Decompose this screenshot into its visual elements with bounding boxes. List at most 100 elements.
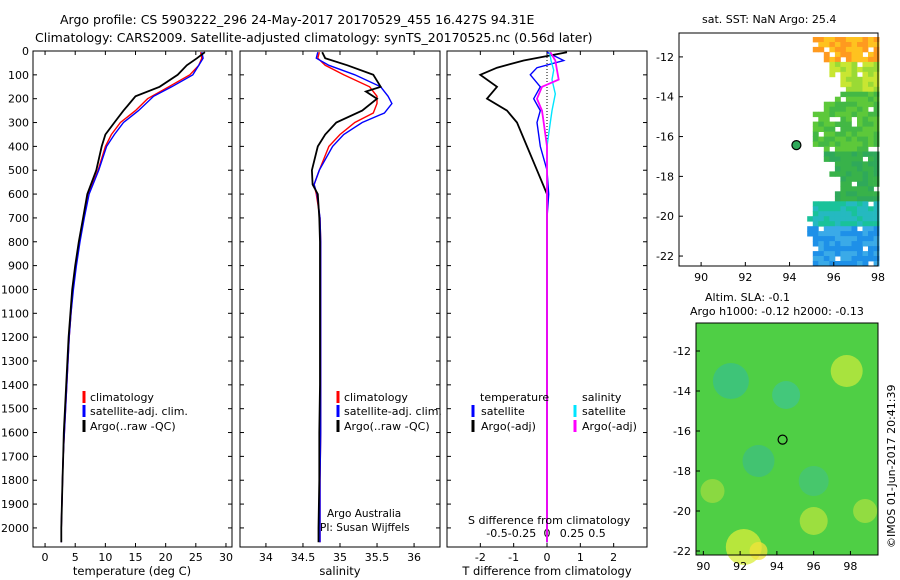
sst-cell <box>862 201 869 207</box>
sst-cell <box>868 236 874 242</box>
sst-cell <box>868 96 874 103</box>
sst-cell <box>845 106 852 113</box>
sst-cell <box>823 221 830 227</box>
sst-cell <box>862 96 869 103</box>
sst-cell <box>857 181 863 187</box>
sst-cell <box>829 201 836 207</box>
sst-cell <box>840 71 847 78</box>
sst-cell <box>823 211 830 217</box>
x-tick-label: 35.5 <box>365 551 390 564</box>
sst-cell <box>857 146 863 152</box>
sla-anomaly-blob <box>700 479 725 503</box>
sst-cell <box>862 61 869 68</box>
legend-label-satellite: satellite-adj. clim. <box>90 405 188 418</box>
sst-cell <box>823 126 830 132</box>
depth-tick-label: 1300 <box>1 355 29 368</box>
sst-cell <box>834 151 841 157</box>
sst-cell <box>834 146 841 152</box>
sst-cell <box>818 236 825 242</box>
sst-cell <box>807 226 814 232</box>
sst-cell <box>845 81 852 88</box>
sst-cell <box>840 166 847 172</box>
sst-cell <box>818 216 825 222</box>
sst-cell <box>862 66 869 73</box>
sst-cell <box>873 46 880 53</box>
sst-cell <box>845 111 852 118</box>
sst-cell <box>823 241 830 247</box>
x-tick-label: 94 <box>770 560 784 573</box>
sst-cell <box>851 206 858 212</box>
sst-cell <box>818 111 825 118</box>
sst-cell <box>823 111 830 118</box>
sst-cell <box>840 76 847 83</box>
sst-cell <box>873 151 880 157</box>
sst-cell <box>840 216 847 222</box>
sst-cell <box>834 46 841 53</box>
sst-cell <box>829 131 836 137</box>
sst-cell <box>862 42 869 48</box>
sst-cell <box>845 86 852 93</box>
sst-cell <box>873 176 880 182</box>
sst-cell <box>857 156 863 162</box>
sst-cell <box>862 251 869 257</box>
sst-cell <box>873 66 880 73</box>
sst-cell <box>818 136 825 142</box>
sst-cell <box>862 106 869 113</box>
sst-cell <box>812 126 819 132</box>
sst-cell <box>823 37 830 43</box>
sst-cell <box>845 161 852 167</box>
sst-cell <box>868 211 874 217</box>
sst-cell <box>834 246 841 252</box>
sst-cell <box>851 146 858 152</box>
sst-cell <box>851 256 858 262</box>
sst-cell <box>823 56 830 63</box>
sst-cell <box>829 141 836 147</box>
sst-cell <box>851 221 858 227</box>
sst-cell <box>823 206 830 212</box>
sst-cell <box>818 206 825 212</box>
sst-cell <box>857 96 863 103</box>
sst-cell <box>851 101 858 108</box>
sst-cell <box>840 51 847 58</box>
sst-cell <box>873 171 880 177</box>
sst-cell <box>845 196 852 202</box>
sst-cell <box>812 216 819 222</box>
y-tick-label: -22 <box>656 250 674 263</box>
annotation-argo-australia: Argo Australia <box>327 508 401 520</box>
sst-cell <box>851 81 858 88</box>
y-tick-label: -18 <box>656 170 674 183</box>
sst-cell <box>857 56 863 63</box>
sst-cell <box>868 226 874 232</box>
sst-cell <box>845 51 852 58</box>
y-tick-label: -12 <box>656 51 674 64</box>
sst-cell <box>862 161 869 167</box>
sst-cell <box>857 256 863 262</box>
sst-cell <box>823 201 830 207</box>
sst-cell <box>873 61 880 68</box>
sst-cell <box>862 101 869 108</box>
sst-cell <box>868 161 874 167</box>
sst-cell <box>857 116 863 122</box>
sst-cell <box>829 156 836 162</box>
sst-cell <box>829 136 836 142</box>
depth-tick-label: 700 <box>8 212 29 225</box>
depth-tick-label: 1800 <box>1 474 29 487</box>
sst-cell <box>873 101 880 108</box>
sst-cell <box>868 231 874 237</box>
sst-cell <box>840 221 847 227</box>
sst-cell <box>818 126 825 132</box>
sst-cell <box>862 166 869 172</box>
series-line-s-satellite <box>546 52 557 543</box>
sst-cell <box>873 256 880 262</box>
sst-cell <box>829 171 836 177</box>
sst-cell <box>873 116 880 122</box>
sst-cell <box>868 156 874 162</box>
sst-cell <box>840 61 847 68</box>
sst-cell <box>873 141 880 147</box>
sst-cell <box>857 86 863 93</box>
sst-cell <box>823 261 830 267</box>
depth-tick-label: 100 <box>8 69 29 82</box>
sst-cell <box>851 56 858 63</box>
sst-cell <box>829 151 836 157</box>
